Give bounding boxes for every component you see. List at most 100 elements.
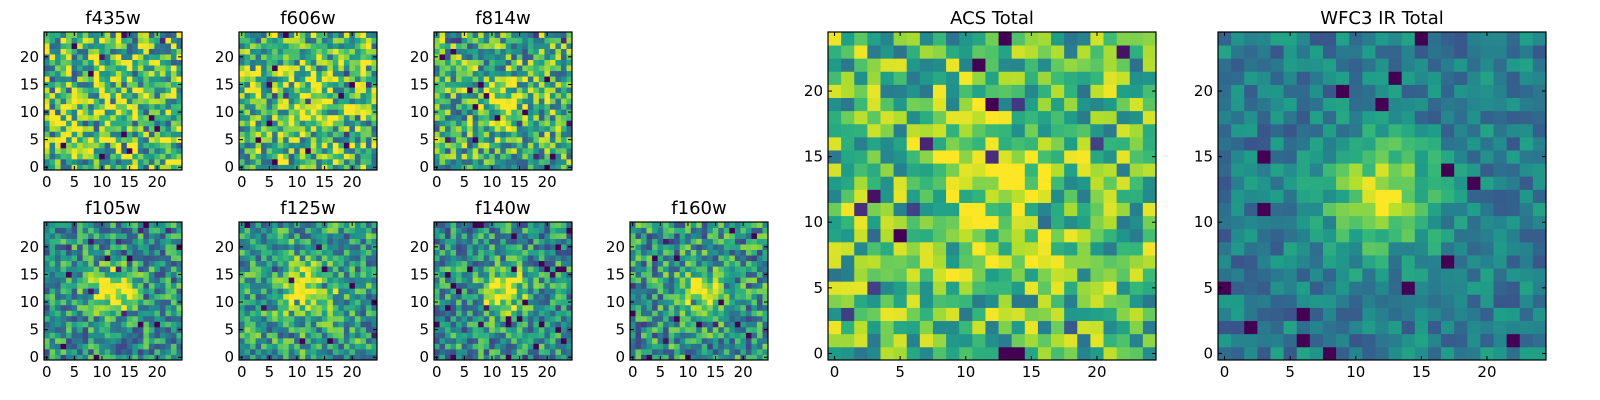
heatmap-cell [55, 48, 61, 55]
heatmap-cell [723, 315, 730, 322]
heatmap-cell [154, 48, 161, 55]
heatmap-cell [635, 222, 642, 228]
heatmap-cell [729, 321, 736, 328]
heatmap-cell [343, 332, 350, 339]
heatmap-cell [445, 354, 451, 361]
heatmap-cell [527, 120, 534, 127]
heatmap-cell [641, 326, 647, 333]
heatmap-cell [867, 176, 881, 190]
heatmap-cell [527, 65, 534, 72]
heatmap-cell [371, 70, 378, 77]
heatmap-cell [745, 288, 752, 295]
heatmap-cell [630, 249, 636, 256]
heatmap-cell [685, 244, 692, 250]
heatmap-cell [88, 255, 95, 262]
heatmap-cell [288, 299, 295, 306]
heatmap-cell [663, 321, 670, 328]
heatmap-cell [244, 348, 251, 355]
heatmap-cell [143, 233, 150, 239]
heatmap-cell [349, 332, 356, 339]
heatmap-cell [272, 76, 279, 83]
heatmap-cell [533, 227, 540, 234]
heatmap-cell [115, 147, 122, 154]
heatmap-cell [93, 321, 100, 328]
heatmap-cell [1051, 228, 1065, 243]
heatmap-cell [283, 114, 290, 121]
heatmap-cell [310, 277, 317, 284]
heatmap-cell [483, 87, 490, 94]
heatmap-cell [756, 321, 763, 328]
heatmap-cell [1116, 176, 1131, 190]
heatmap-cell [932, 281, 947, 295]
heatmap-cell [555, 222, 562, 228]
heatmap-cell [137, 125, 144, 132]
heatmap-cell [82, 288, 89, 295]
heatmap-cell [266, 43, 273, 49]
heatmap-cell [494, 332, 501, 339]
heatmap-cell [555, 87, 562, 94]
heatmap-cell [165, 76, 172, 83]
heatmap-cell [239, 43, 245, 49]
heatmap-cell [288, 142, 295, 149]
heatmap-cell [450, 81, 457, 88]
heatmap-cell [154, 326, 161, 333]
heatmap-cell [170, 332, 177, 339]
heatmap-cell [159, 288, 166, 295]
heatmap-cell [365, 81, 372, 88]
heatmap-cell [456, 153, 462, 160]
heatmap-cell [321, 293, 328, 300]
heatmap-cell [60, 222, 67, 228]
heatmap-cell [176, 288, 183, 295]
heatmap-cell [533, 48, 540, 55]
heatmap-cell [132, 131, 139, 138]
heatmap-cell [1090, 268, 1104, 282]
heatmap-cell [305, 43, 312, 49]
x-tick-label: 20 [148, 173, 167, 191]
heatmap-cell [841, 333, 855, 348]
heatmap-cell [494, 92, 501, 99]
heatmap-cell [445, 158, 451, 165]
heatmap-cell [250, 271, 256, 278]
heatmap-cell [522, 48, 529, 55]
heatmap-cell [745, 222, 752, 228]
heatmap-cell [538, 87, 545, 94]
heatmap-cell [461, 293, 468, 300]
heatmap-cell [533, 293, 540, 300]
heatmap-cell [121, 76, 128, 83]
heatmap-cell [522, 114, 529, 121]
heatmap-cell [148, 288, 155, 295]
heatmap-cell [505, 109, 512, 116]
heatmap-cell [154, 266, 161, 273]
heatmap-cell [505, 164, 512, 171]
heatmap-cell [439, 282, 446, 289]
heatmap-cell [244, 92, 251, 99]
heatmap-cell [489, 299, 496, 306]
heatmap-cell [371, 103, 378, 110]
heatmap-cell [99, 244, 106, 250]
heatmap-cell [544, 310, 551, 317]
heatmap-cell [932, 202, 947, 217]
heatmap-cell [126, 299, 133, 306]
heatmap-cell [239, 142, 245, 149]
heatmap-cell [712, 332, 719, 339]
heatmap-cell [434, 255, 440, 262]
heatmap-cell [494, 271, 501, 278]
heatmap-cell [310, 244, 317, 250]
heatmap-cell [165, 304, 172, 311]
heatmap-cell [343, 109, 350, 116]
heatmap-cell [154, 348, 161, 355]
heatmap-cell [533, 87, 540, 94]
heatmap-cell [176, 131, 183, 138]
heatmap-cell [88, 354, 95, 361]
heatmap-cell [1024, 241, 1039, 256]
heatmap-cell [148, 227, 155, 234]
heatmap-cell [365, 98, 372, 105]
heatmap-cell [277, 43, 284, 49]
heatmap-cell [434, 120, 440, 127]
heatmap-cell [55, 98, 61, 105]
heatmap-cells [239, 222, 378, 361]
heatmap-cell [121, 271, 128, 278]
heatmap-cell [338, 37, 345, 44]
heatmap-cell [533, 277, 540, 284]
heatmap-cell [657, 271, 664, 278]
